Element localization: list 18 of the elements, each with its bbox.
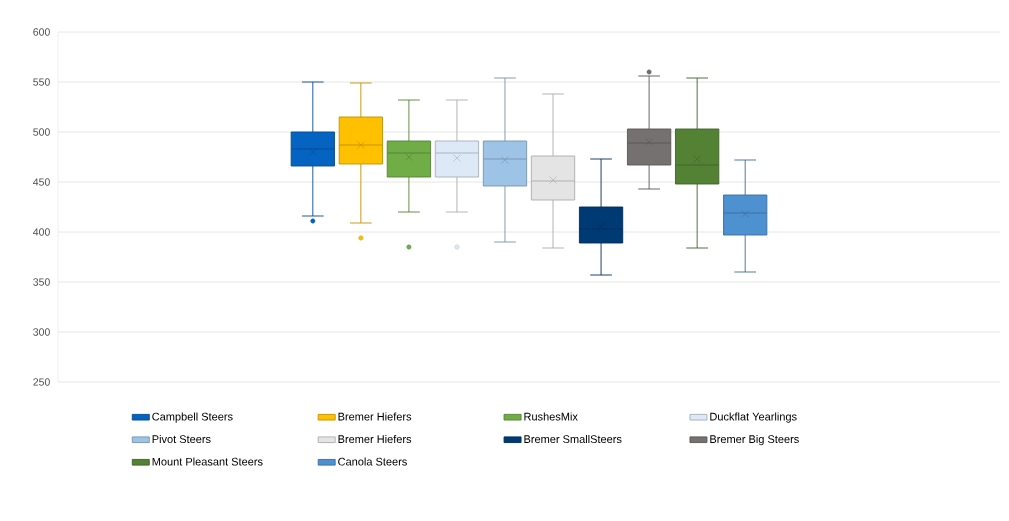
y-tick-label: 600 [33,28,50,36]
legend-label: Canola Steers [338,457,407,466]
legend-label: Bremer Hiefers [338,434,412,444]
legend-label: RushesMix [524,412,578,421]
y-tick-label: 250 [33,378,50,386]
legend-label: Duckflat Yearlings [710,412,797,423]
legend-label: Campbell Steers [152,412,233,423]
legend-label: Mount Pleasant Steers [152,457,263,466]
legend-label: Bremer Hiefers [338,412,412,421]
y-tick-label: 550 [33,78,50,86]
legend-label: Bremer SmallSteers [524,434,622,444]
y-tick-label: 400 [33,228,50,236]
legend-label: Bremer Big Steers [710,434,799,446]
y-tick-label: 500 [33,128,50,136]
legend-label: Pivot Steers [152,434,211,444]
y-tick-label: 300 [33,328,50,336]
y-tick-label: 350 [33,278,50,286]
y-tick-label: 450 [33,178,50,186]
